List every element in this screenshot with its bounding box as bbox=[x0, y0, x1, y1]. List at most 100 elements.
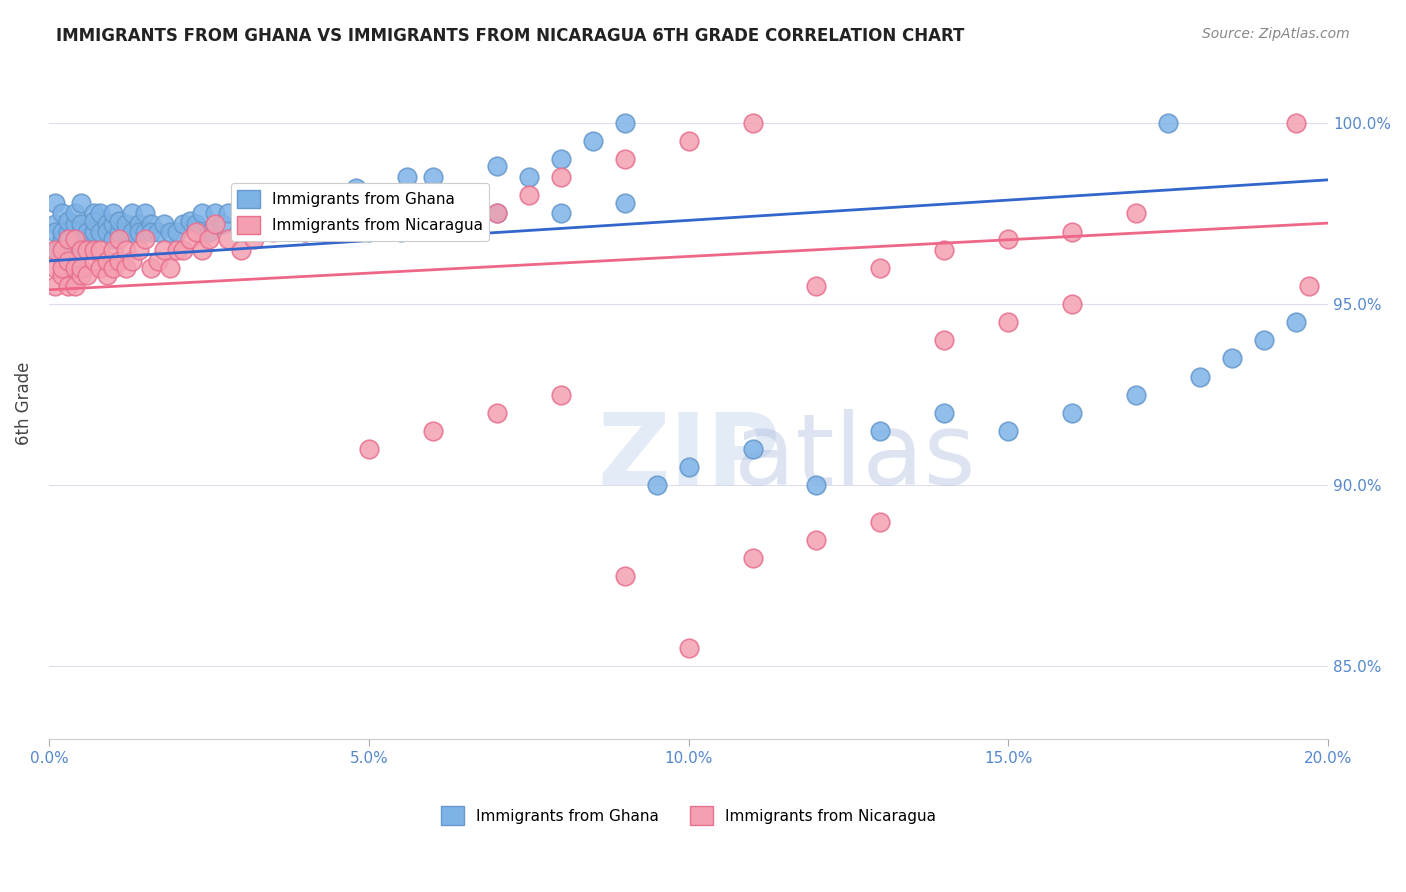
Point bbox=[307, 206, 329, 220]
Point bbox=[184, 225, 207, 239]
Point bbox=[613, 195, 636, 210]
Point bbox=[114, 260, 136, 275]
Point bbox=[1062, 225, 1084, 239]
Point bbox=[166, 225, 188, 239]
Point bbox=[422, 206, 444, 220]
Point bbox=[108, 253, 131, 268]
Point bbox=[146, 253, 169, 268]
Point bbox=[56, 225, 79, 239]
Point bbox=[76, 268, 98, 282]
Point bbox=[454, 188, 477, 202]
Point bbox=[550, 206, 572, 220]
Point bbox=[357, 206, 380, 220]
Point bbox=[44, 279, 66, 293]
Point bbox=[108, 225, 131, 239]
Point bbox=[262, 225, 284, 239]
Point bbox=[134, 225, 156, 239]
Point bbox=[1285, 116, 1308, 130]
Point bbox=[134, 206, 156, 220]
Point bbox=[1125, 387, 1147, 401]
Point bbox=[83, 206, 105, 220]
Point bbox=[114, 225, 136, 239]
Point bbox=[229, 243, 252, 257]
Point bbox=[83, 213, 105, 227]
Point bbox=[96, 253, 118, 268]
Point bbox=[678, 641, 700, 656]
Point bbox=[294, 225, 316, 239]
Point bbox=[934, 406, 956, 420]
Point bbox=[51, 225, 73, 239]
Point bbox=[153, 243, 176, 257]
Point bbox=[83, 243, 105, 257]
Point bbox=[121, 225, 143, 239]
Point bbox=[1220, 351, 1243, 366]
Point bbox=[741, 550, 763, 565]
Point bbox=[70, 268, 93, 282]
Point bbox=[141, 225, 163, 239]
Point bbox=[1189, 369, 1212, 384]
Point bbox=[56, 243, 79, 257]
Point bbox=[485, 206, 508, 220]
Point bbox=[389, 218, 412, 232]
Point bbox=[550, 387, 572, 401]
Point bbox=[56, 213, 79, 227]
Point bbox=[357, 225, 380, 239]
Point bbox=[179, 213, 201, 227]
Point bbox=[806, 533, 828, 547]
Point bbox=[997, 232, 1019, 246]
Text: atlas: atlas bbox=[734, 409, 976, 506]
Point bbox=[89, 260, 111, 275]
Point bbox=[254, 195, 277, 210]
Point bbox=[422, 206, 444, 220]
Point bbox=[869, 515, 891, 529]
Point bbox=[56, 279, 79, 293]
Point bbox=[70, 195, 93, 210]
Point bbox=[485, 160, 508, 174]
Y-axis label: 6th Grade: 6th Grade bbox=[15, 362, 32, 445]
Point bbox=[70, 243, 93, 257]
Point bbox=[96, 268, 118, 282]
Point bbox=[1157, 116, 1180, 130]
Point bbox=[44, 243, 66, 257]
Point bbox=[128, 225, 150, 239]
Legend: Immigrants from Ghana, Immigrants from Nicaragua: Immigrants from Ghana, Immigrants from N… bbox=[434, 800, 942, 831]
Point bbox=[56, 232, 79, 246]
Point bbox=[517, 188, 540, 202]
Point bbox=[997, 315, 1019, 329]
Point bbox=[76, 243, 98, 257]
Point bbox=[134, 232, 156, 246]
Point bbox=[613, 152, 636, 166]
Point bbox=[517, 170, 540, 185]
Point bbox=[485, 206, 508, 220]
Point bbox=[307, 206, 329, 220]
Point bbox=[377, 188, 399, 202]
Point bbox=[44, 260, 66, 275]
Point bbox=[141, 260, 163, 275]
Point bbox=[997, 424, 1019, 438]
Point bbox=[101, 206, 124, 220]
Point bbox=[56, 253, 79, 268]
Point bbox=[159, 260, 181, 275]
Point bbox=[806, 478, 828, 492]
Point bbox=[229, 206, 252, 220]
Point bbox=[63, 206, 86, 220]
Point bbox=[83, 253, 105, 268]
Point bbox=[211, 218, 233, 232]
Point bbox=[198, 225, 221, 239]
Point bbox=[179, 232, 201, 246]
Point bbox=[204, 218, 226, 232]
Point bbox=[217, 232, 239, 246]
Point bbox=[51, 206, 73, 220]
Point bbox=[70, 225, 93, 239]
Point bbox=[454, 195, 477, 210]
Point bbox=[550, 152, 572, 166]
Point bbox=[56, 232, 79, 246]
Point bbox=[294, 188, 316, 202]
Point bbox=[269, 206, 291, 220]
Point bbox=[1125, 206, 1147, 220]
Point bbox=[44, 225, 66, 239]
Point bbox=[70, 260, 93, 275]
Point bbox=[121, 206, 143, 220]
Point bbox=[70, 243, 93, 257]
Point bbox=[83, 225, 105, 239]
